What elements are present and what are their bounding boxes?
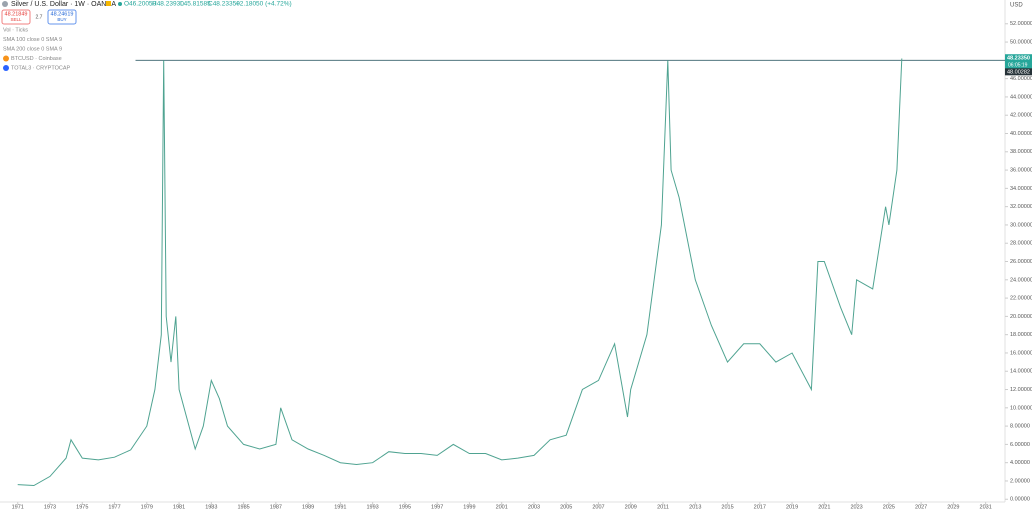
x-tick-label: 2013 (689, 504, 701, 510)
x-tick-label: 1973 (44, 504, 56, 510)
x-tick-label: 2027 (915, 504, 927, 510)
y-tick-label: 32.00000 (1010, 204, 1032, 210)
x-tick-label: 1989 (302, 504, 314, 510)
x-tick-label: 2025 (883, 504, 895, 510)
y-tick-label: 38.00000 (1010, 149, 1032, 155)
currency: USD (1010, 3, 1023, 9)
x-tick-label: 2005 (560, 504, 572, 510)
x-tick-label: 1993 (367, 504, 379, 510)
indicator-icon (3, 55, 9, 62)
x-tick-label: 1991 (334, 504, 346, 510)
y-tick-label: 4.00000 (1010, 460, 1030, 466)
x-tick-label: 2029 (947, 504, 959, 510)
x-tick-label: 1985 (237, 504, 249, 510)
status-dot (106, 1, 111, 6)
ohlc-value: H48.23930 (152, 1, 184, 8)
x-tick-label: 1995 (399, 504, 411, 510)
indicator-label[interactable]: SMA 200 close 0 SMA 9 (3, 46, 62, 52)
x-tick-label: 1999 (463, 504, 475, 510)
x-tick-label: 2011 (657, 504, 669, 510)
x-tick-label: 1975 (76, 504, 88, 510)
y-tick-label: 50.00000 (1010, 40, 1032, 46)
buy-label[interactable]: BUY (57, 17, 66, 22)
indicator-label[interactable]: SMA 100 close 0 SMA 9 (3, 37, 62, 43)
countdown: 06:05:19 (1008, 63, 1028, 69)
y-tick-label: 16.00000 (1010, 350, 1032, 356)
sell-label[interactable]: SELL (10, 17, 22, 22)
symbol-title[interactable]: Silver / U.S. Dollar · 1W · OANDA (11, 1, 116, 8)
y-tick-label: 46.00000 (1010, 76, 1032, 82)
x-tick-label: 2003 (528, 504, 540, 510)
x-tick-label: 1981 (173, 504, 185, 510)
price-line (17, 58, 903, 487)
y-tick-label: 40.00000 (1010, 131, 1032, 137)
x-tick-label: 1979 (141, 504, 153, 510)
x-tick-label: 1987 (270, 504, 282, 510)
ohlc-value: O46.20050 (124, 1, 157, 8)
y-tick-label: 44.00000 (1010, 94, 1032, 100)
y-tick-label: 52.00000 (1010, 21, 1032, 27)
last-price: 48.23350 (1007, 56, 1030, 62)
ohlc-value: L45.81585 (180, 1, 211, 8)
x-tick-label: 1983 (205, 504, 217, 510)
y-tick-label: 42.00000 (1010, 113, 1032, 119)
y-tick-label: 20.00000 (1010, 314, 1032, 320)
indicator-label[interactable]: Vol · Ticks (3, 27, 28, 33)
ohlc-value: +2.18050 (+4.72%) (236, 1, 292, 8)
hline-price: 48.00282 (1007, 69, 1030, 75)
y-tick-label: 14.00000 (1010, 369, 1032, 375)
y-tick-label: 10.00000 (1010, 405, 1032, 411)
symbol-icon (2, 1, 8, 7)
x-tick-label: 2021 (818, 504, 830, 510)
x-tick-label: 2009 (625, 504, 637, 510)
buy-button[interactable] (47, 9, 77, 25)
y-tick-label: 12.00000 (1010, 387, 1032, 393)
indicator-label[interactable]: TOTAL3 · CRYPTOCAP (11, 65, 71, 71)
y-tick-label: 22.00000 (1010, 296, 1032, 302)
y-tick-label: 18.00000 (1010, 332, 1032, 338)
x-tick-label: 2019 (786, 504, 798, 510)
x-tick-label: 2015 (721, 504, 733, 510)
y-tick-label: 8.00000 (1010, 424, 1030, 430)
x-tick-label: 1971 (12, 504, 24, 510)
x-tick-label: 2007 (592, 504, 604, 510)
x-tick-label: 1977 (108, 504, 120, 510)
y-tick-label: 26.00000 (1010, 259, 1032, 265)
x-tick-label: 2001 (496, 504, 508, 510)
indicator-list: Vol · Ticks SMA 100 close 0 SMA 9 SMA 200 … (3, 27, 71, 71)
market-dot (118, 2, 122, 6)
hline-price-box (1005, 68, 1032, 76)
spread: 2.7 (36, 14, 43, 20)
y-tick-label: 28.00000 (1010, 241, 1032, 247)
sell-price[interactable]: 48.21849 (5, 11, 28, 17)
y-tick-label: 0.00000 (1010, 497, 1030, 503)
indicator-icon (3, 65, 9, 71)
x-tick-label: 1997 (431, 504, 443, 510)
ohlc-value: C48.23350 (208, 1, 240, 8)
buy-price[interactable]: 48.24619 (51, 11, 74, 17)
sell-button[interactable] (1, 9, 31, 25)
y-tick-label: 36.00000 (1010, 168, 1032, 174)
y-tick-label: 24.00000 (1010, 277, 1032, 283)
x-tick-label: 2031 (980, 504, 992, 510)
x-tick-label: 2023 (850, 504, 862, 510)
indicator-label[interactable]: BTCUSD · Coinbase (11, 56, 62, 62)
y-tick-label: 30.00000 (1010, 222, 1032, 228)
y-tick-label: 6.00000 (1010, 442, 1030, 448)
x-tick-label: 2017 (754, 504, 766, 510)
ohlc: O46.20050H48.23930L45.81585C48.23350+2.1… (124, 1, 292, 8)
last-price-box (1005, 54, 1032, 70)
y-tick-label: 34.00000 (1010, 186, 1032, 192)
y-tick-label: 2.00000 (1010, 478, 1030, 484)
